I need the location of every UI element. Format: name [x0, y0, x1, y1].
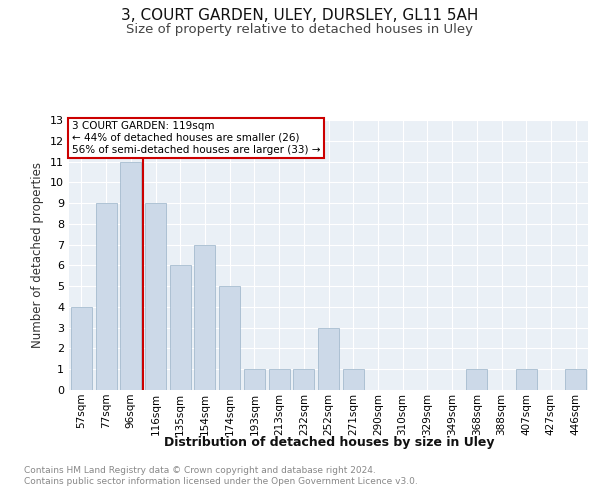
Text: 3 COURT GARDEN: 119sqm
← 44% of detached houses are smaller (26)
56% of semi-det: 3 COURT GARDEN: 119sqm ← 44% of detached…	[71, 122, 320, 154]
Bar	[565, 369, 586, 390]
Bar	[466, 369, 487, 390]
Text: Contains public sector information licensed under the Open Government Licence v3: Contains public sector information licen…	[24, 478, 418, 486]
Bar	[269, 369, 290, 390]
Text: 3, COURT GARDEN, ULEY, DURSLEY, GL11 5AH: 3, COURT GARDEN, ULEY, DURSLEY, GL11 5AH	[121, 8, 479, 22]
Bar	[145, 203, 166, 390]
Bar	[293, 369, 314, 390]
Bar	[318, 328, 339, 390]
Bar	[194, 244, 215, 390]
Bar	[71, 307, 92, 390]
Bar	[170, 266, 191, 390]
Text: Contains HM Land Registry data © Crown copyright and database right 2024.: Contains HM Land Registry data © Crown c…	[24, 466, 376, 475]
Bar	[343, 369, 364, 390]
Bar	[95, 203, 116, 390]
Text: Distribution of detached houses by size in Uley: Distribution of detached houses by size …	[164, 436, 494, 449]
Bar	[219, 286, 240, 390]
Y-axis label: Number of detached properties: Number of detached properties	[31, 162, 44, 348]
Bar	[516, 369, 537, 390]
Bar	[244, 369, 265, 390]
Bar	[120, 162, 141, 390]
Text: Size of property relative to detached houses in Uley: Size of property relative to detached ho…	[127, 22, 473, 36]
